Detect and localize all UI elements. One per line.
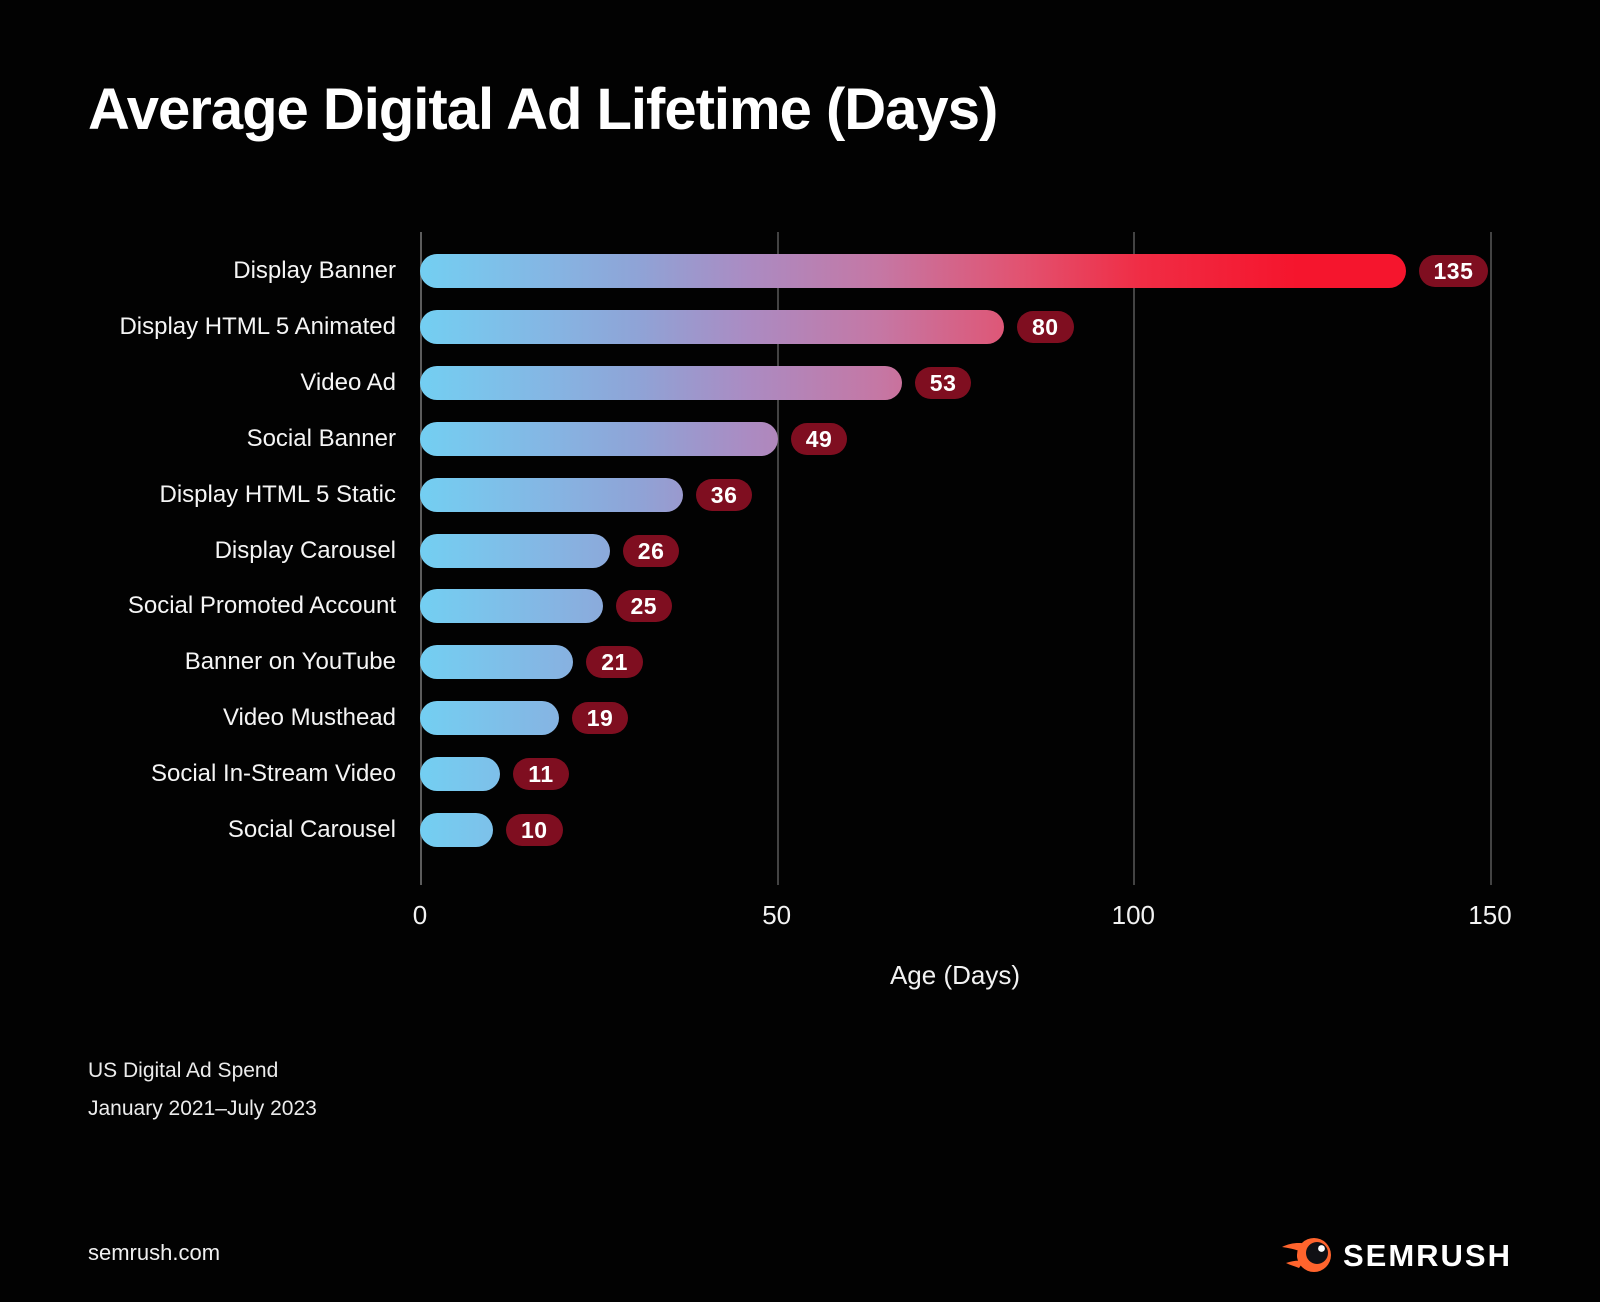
semrush-flame-icon bbox=[1281, 1238, 1331, 1272]
row-label: Social Banner bbox=[246, 424, 396, 452]
chart-row: Display Banner 135 bbox=[88, 254, 1512, 288]
semrush-logo: SEMRUSH bbox=[1281, 1234, 1512, 1278]
row-label: Social Carousel bbox=[227, 816, 396, 843]
value-badge: 11 bbox=[513, 758, 569, 791]
bar-social-carousel bbox=[420, 813, 493, 847]
x-tick-label: 100 bbox=[1111, 900, 1156, 930]
chart-row: Display HTML 5 Animated 80 bbox=[88, 309, 1512, 344]
x-tick-label: 150 bbox=[1468, 900, 1512, 930]
chart-row: Banner on YouTube 21 bbox=[88, 645, 1512, 680]
semrush-wordmark: SEMRUSH bbox=[1342, 1238, 1512, 1273]
bar-display-html-5-static bbox=[420, 477, 683, 512]
chart-row: Display HTML 5 Static 36 bbox=[88, 477, 1512, 512]
chart-row: Social Banner 49 bbox=[88, 421, 1512, 456]
x-tick-label: 0 bbox=[412, 900, 428, 930]
row-label: Video Musthead bbox=[222, 704, 396, 732]
chart-row: Display Carousel 26 bbox=[88, 533, 1512, 568]
row-label: Social In-Stream Video bbox=[150, 760, 396, 788]
bar-video-musthead bbox=[420, 701, 559, 736]
page-title: Average Digital Ad Lifetime (Days) bbox=[88, 77, 998, 142]
bar-social-banner bbox=[420, 421, 778, 456]
site-url: semrush.com bbox=[88, 1240, 221, 1265]
value-badge: 25 bbox=[615, 590, 673, 623]
row-label: Display HTML 5 Animated bbox=[119, 312, 396, 340]
row-label: Display Carousel bbox=[214, 536, 396, 564]
gridline-x-50 bbox=[776, 232, 779, 885]
row-label: Display HTML 5 Static bbox=[159, 480, 396, 508]
chart-row: Video Musthead 19 bbox=[88, 701, 1512, 736]
value-badge: 10 bbox=[506, 814, 563, 846]
row-label: Display Banner bbox=[233, 257, 396, 284]
value-badge: 21 bbox=[586, 646, 643, 679]
x-axis-label: Age (Days) bbox=[889, 960, 1021, 990]
row-label: Banner on YouTube bbox=[184, 648, 396, 676]
chart-row: Social Carousel 10 bbox=[88, 813, 1512, 847]
bar-display-html-5-animated bbox=[420, 309, 1004, 344]
bar-banner-on-youtube bbox=[420, 645, 574, 680]
bar-social-in-stream-video bbox=[420, 757, 501, 792]
bar-display-banner bbox=[420, 254, 1406, 288]
gridline-x-150 bbox=[1490, 232, 1492, 885]
value-badge: 26 bbox=[622, 534, 680, 567]
chart-row: Video Ad 53 bbox=[88, 365, 1512, 400]
value-badge: 49 bbox=[790, 422, 848, 455]
row-label: Video Ad bbox=[300, 368, 396, 396]
bar-video-ad bbox=[420, 365, 902, 400]
source-line-1: US Digital Ad Spend bbox=[88, 1059, 279, 1082]
value-badge: 53 bbox=[914, 366, 972, 399]
value-badge: 80 bbox=[1017, 310, 1074, 343]
bar-chart: 0 50 100 150 Display Banner 135 Display HTML … bbox=[88, 232, 1512, 1012]
value-badge: 36 bbox=[695, 478, 753, 511]
bar-social-promoted-account bbox=[420, 589, 603, 624]
source-line-2: January 2021–July 2023 bbox=[88, 1097, 317, 1120]
value-badge: 135 bbox=[1418, 255, 1489, 287]
chart-row: Social Promoted Account 25 bbox=[88, 589, 1512, 624]
value-badge: 19 bbox=[571, 702, 629, 735]
source-note: US Digital Ad Spend January 2021–July 20… bbox=[88, 1052, 317, 1128]
bar-display-carousel bbox=[420, 533, 610, 568]
x-tick-label: 50 bbox=[762, 900, 792, 930]
row-label: Social Promoted Account bbox=[127, 592, 396, 620]
chart-row: Social In-Stream Video 11 bbox=[88, 757, 1512, 792]
gridline-x-100 bbox=[1133, 232, 1136, 885]
